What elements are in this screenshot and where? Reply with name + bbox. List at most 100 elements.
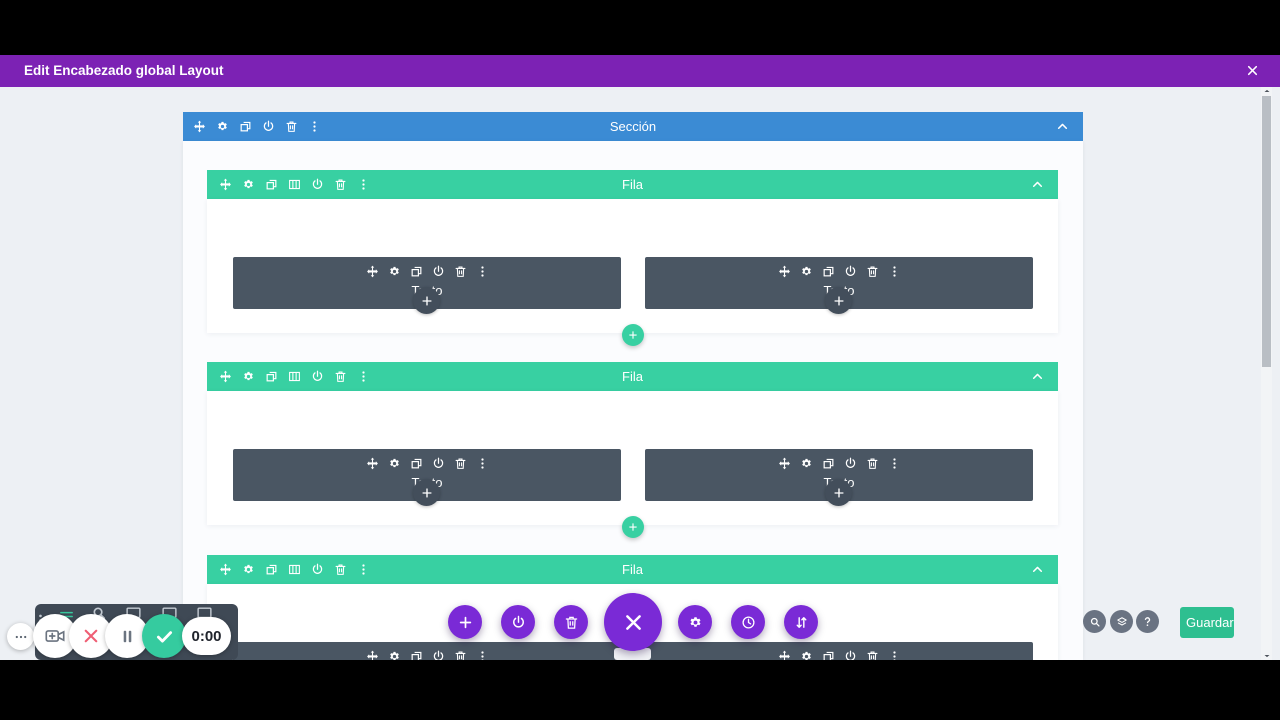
modal-close-button[interactable] (1244, 63, 1260, 79)
columns-icon[interactable] (288, 563, 301, 576)
insert-row-button[interactable] (622, 324, 644, 346)
layers-button[interactable] (1110, 610, 1133, 633)
menu-icon[interactable] (888, 265, 901, 278)
move-icon[interactable] (366, 650, 379, 660)
save-button[interactable]: Guardar (1180, 607, 1234, 638)
chevron-up-icon[interactable] (1031, 370, 1044, 383)
row-toolbar[interactable]: Fila (207, 555, 1058, 584)
delete-icon[interactable] (454, 457, 467, 470)
menu-icon[interactable] (357, 563, 370, 576)
overlay-delete-button[interactable] (554, 605, 588, 639)
overlay-power-button[interactable] (501, 605, 535, 639)
power-icon[interactable] (844, 265, 857, 278)
section-toolbar[interactable]: Sección (183, 112, 1083, 141)
duplicate-icon[interactable] (822, 650, 835, 660)
move-icon[interactable] (219, 563, 232, 576)
menu-icon[interactable] (476, 265, 489, 278)
overlay-close-button[interactable] (604, 593, 662, 651)
settings-icon[interactable] (388, 650, 401, 660)
settings-icon[interactable] (242, 563, 255, 576)
chevron-up-icon[interactable] (1031, 563, 1044, 576)
zoom-button[interactable] (1083, 610, 1106, 633)
move-icon[interactable] (778, 650, 791, 660)
move-icon[interactable] (778, 457, 791, 470)
move-icon[interactable] (366, 265, 379, 278)
power-icon[interactable] (844, 457, 857, 470)
delete-icon[interactable] (334, 178, 347, 191)
scrollbar-thumb[interactable] (1262, 96, 1271, 367)
menu-icon[interactable] (357, 178, 370, 191)
columns-icon[interactable] (288, 370, 301, 383)
insert-module-button[interactable] (413, 287, 440, 314)
overlay-add-button[interactable] (448, 605, 482, 639)
move-icon[interactable] (219, 370, 232, 383)
duplicate-icon[interactable] (410, 265, 423, 278)
delete-icon[interactable] (866, 650, 879, 660)
power-icon[interactable] (844, 650, 857, 660)
duplicate-icon[interactable] (410, 457, 423, 470)
delete-icon[interactable] (866, 457, 879, 470)
module-texto[interactable]: Texto (645, 642, 1033, 660)
delete-icon[interactable] (334, 563, 347, 576)
scrollbar-down-button[interactable] (1262, 651, 1272, 660)
recorder-finish-button[interactable] (142, 614, 186, 658)
settings-icon[interactable] (242, 178, 255, 191)
module-texto[interactable]: Texto (233, 642, 621, 660)
duplicate-icon[interactable] (822, 265, 835, 278)
power-icon[interactable] (432, 265, 445, 278)
move-icon[interactable] (778, 265, 791, 278)
recorder-more-button[interactable] (7, 623, 34, 650)
delete-icon[interactable] (285, 120, 298, 133)
settings-icon[interactable] (800, 650, 813, 660)
insert-module-button[interactable] (825, 479, 852, 506)
plus-icon (628, 330, 638, 340)
recorder-pause-button[interactable] (105, 614, 149, 658)
row-toolbar[interactable]: Fila (207, 362, 1058, 391)
help-button[interactable] (1136, 610, 1159, 633)
delete-icon[interactable] (454, 650, 467, 660)
delete-icon[interactable] (454, 265, 467, 278)
settings-icon[interactable] (388, 457, 401, 470)
duplicate-icon[interactable] (822, 457, 835, 470)
overlay-reorder-button[interactable] (784, 605, 818, 639)
row-toolbar[interactable]: Fila (207, 170, 1058, 199)
duplicate-icon[interactable] (265, 178, 278, 191)
settings-icon[interactable] (800, 457, 813, 470)
move-icon[interactable] (193, 120, 206, 133)
menu-icon[interactable] (357, 370, 370, 383)
insert-module-button[interactable] (413, 479, 440, 506)
power-icon[interactable] (432, 457, 445, 470)
duplicate-icon[interactable] (410, 650, 423, 660)
settings-icon[interactable] (388, 265, 401, 278)
delete-icon[interactable] (866, 265, 879, 278)
columns-icon[interactable] (288, 178, 301, 191)
menu-icon[interactable] (308, 120, 321, 133)
settings-icon[interactable] (216, 120, 229, 133)
menu-icon[interactable] (888, 457, 901, 470)
menu-icon[interactable] (476, 457, 489, 470)
move-icon[interactable] (366, 457, 379, 470)
settings-icon[interactable] (242, 370, 255, 383)
duplicate-icon[interactable] (265, 563, 278, 576)
power-icon[interactable] (432, 650, 445, 660)
chevron-up-icon[interactable] (1056, 120, 1069, 133)
power-icon[interactable] (311, 370, 324, 383)
menu-icon[interactable] (476, 650, 489, 660)
overlay-history-button[interactable] (731, 605, 765, 639)
scrollbar-up-button[interactable] (1262, 86, 1272, 96)
chevron-up-icon[interactable] (1031, 178, 1044, 191)
menu-icon[interactable] (888, 650, 901, 660)
power-icon[interactable] (311, 563, 324, 576)
duplicate-icon[interactable] (239, 120, 252, 133)
power-icon[interactable] (311, 178, 324, 191)
insert-row-button[interactable] (622, 516, 644, 538)
insert-module-button[interactable] (825, 287, 852, 314)
power-icon[interactable] (262, 120, 275, 133)
scrollbar-track[interactable] (1261, 85, 1272, 660)
delete-icon[interactable] (334, 370, 347, 383)
row-label: Fila (622, 177, 643, 192)
move-icon[interactable] (219, 178, 232, 191)
duplicate-icon[interactable] (265, 370, 278, 383)
settings-icon[interactable] (800, 265, 813, 278)
overlay-settings-button[interactable] (678, 605, 712, 639)
